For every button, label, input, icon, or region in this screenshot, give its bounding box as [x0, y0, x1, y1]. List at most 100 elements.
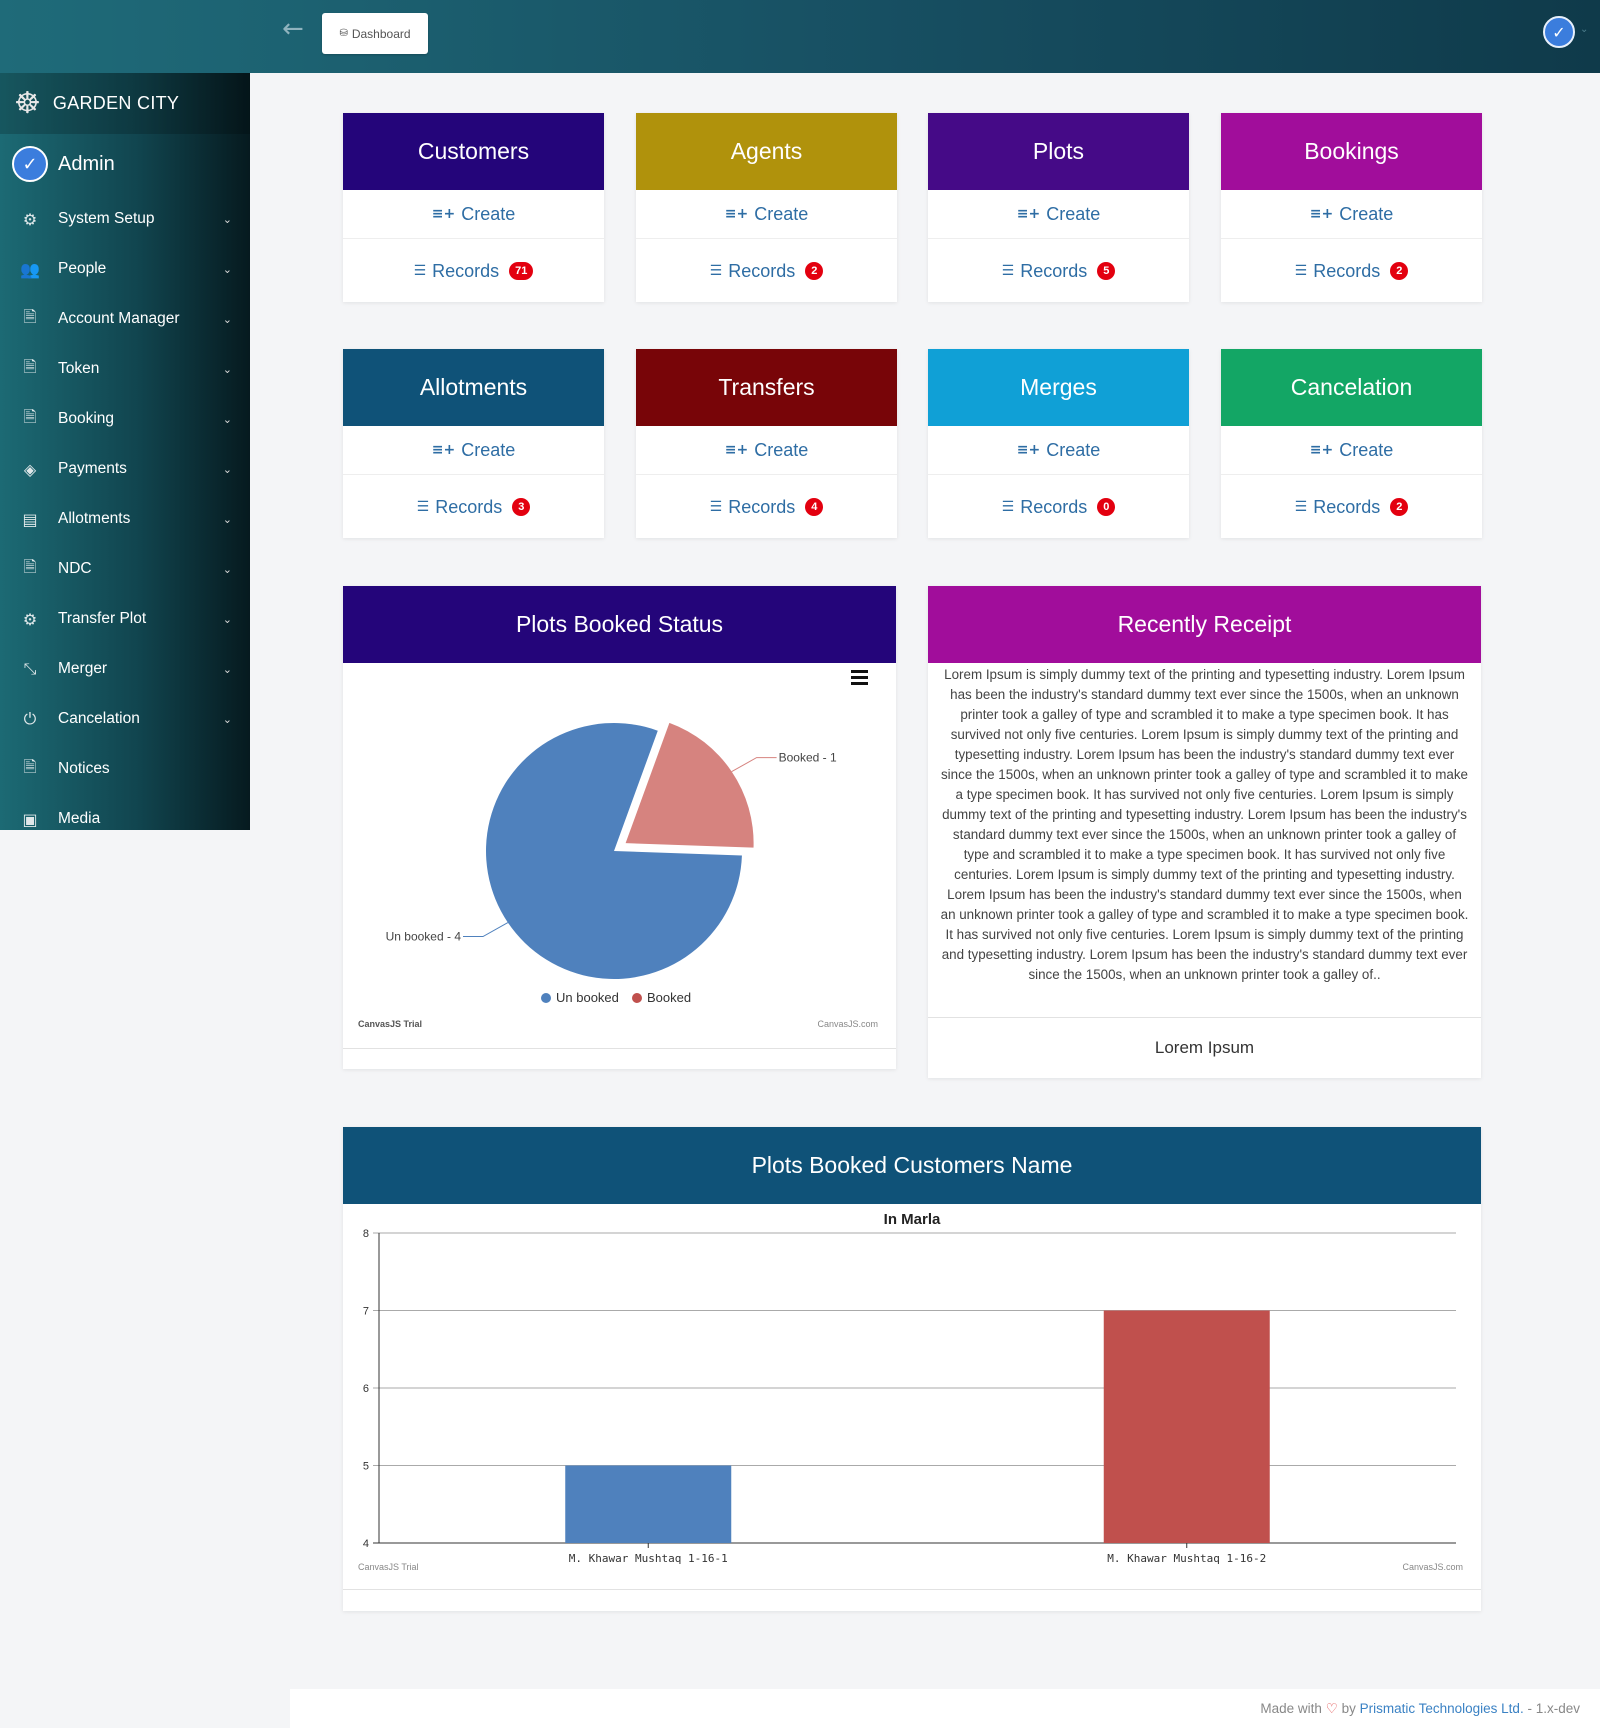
list-icon: ☰ — [709, 263, 723, 279]
create-link[interactable]: ≡+ Create — [343, 190, 604, 239]
plots-booked-status-panel: Plots Booked Status Booked - 1 Un booked … — [343, 586, 896, 1069]
sidebar-item-label: Payments — [58, 460, 127, 477]
sidebar-item-booking[interactable]: 🗎 Booking ⌄ — [0, 394, 250, 444]
legend-marker — [632, 993, 642, 1003]
sidebar-item-ndc[interactable]: 🗎 NDC ⌄ — [0, 544, 250, 594]
y-tick-label: 8 — [363, 1228, 369, 1240]
chart-bars — [565, 1310, 1270, 1544]
receipt-body: Lorem Ipsum is simply dummy text of the … — [940, 667, 1469, 982]
stat-card-plots: Plots ≡+ Create ☰ Records 5 — [928, 113, 1189, 302]
records-link[interactable]: ☰ Records 2 — [1221, 475, 1482, 539]
pie-slice-booked[interactable] — [625, 722, 754, 848]
stat-card-agents: Agents ≡+ Create ☰ Records 2 — [636, 113, 897, 302]
top-navbar: ← ⛁ Dashboard ✓ ⌄ — [0, 0, 1600, 73]
list-plus-icon: ≡+ — [1016, 206, 1041, 222]
create-link[interactable]: ≡+ Create — [1221, 426, 1482, 475]
ship-wheel-icon: ☸ — [14, 85, 41, 121]
sidebar-brand[interactable]: ☸ GARDEN CITY — [0, 73, 250, 134]
sidebar-item-token[interactable]: 🗎 Token ⌄ — [0, 344, 250, 394]
document-icon: 🗎 — [23, 756, 37, 776]
panel-header: Plots Booked Customers Name — [343, 1127, 1481, 1204]
stat-card-cancelation: Cancelation ≡+ Create ☰ Records 2 — [1221, 349, 1482, 538]
watermark-right[interactable]: CanvasJS.com — [1402, 1562, 1463, 1572]
records-link[interactable]: ☰ Records 2 — [636, 239, 897, 303]
records-link[interactable]: ☰ Records 0 — [928, 475, 1189, 539]
company-link[interactable]: Prismatic Technologies Ltd. — [1359, 1701, 1524, 1716]
y-tick-label: 7 — [363, 1306, 369, 1318]
chevron-down-icon: ⌄ — [222, 362, 232, 376]
records-label: Records — [435, 496, 503, 517]
caret-down-icon[interactable]: ⌄ — [1580, 24, 1589, 35]
sidebar-item-label: Media — [58, 810, 101, 827]
sidebar-item-people[interactable]: 👥 People ⌄ — [0, 244, 250, 294]
arrow-left-icon[interactable]: ← — [282, 14, 304, 44]
sidebar-user[interactable]: ✓ Admin — [0, 134, 250, 194]
legend-item[interactable]: Booked — [647, 990, 691, 1005]
records-link[interactable]: ☰ Records 3 — [343, 475, 604, 539]
sidebar-item-account-manager[interactable]: 🗎 Account Manager ⌄ — [0, 294, 250, 344]
sidebar-item-system-setup[interactable]: ⚙ System Setup ⌄ — [0, 194, 250, 244]
records-count-badge: 2 — [1390, 498, 1409, 516]
stat-card-customers: Customers ≡+ Create ☰ Records 71 — [343, 113, 604, 302]
watermark-right[interactable]: CanvasJS.com — [817, 1019, 878, 1029]
create-label: Create — [461, 439, 516, 460]
sidebar-item-notices[interactable]: 🗎 Notices — [0, 744, 250, 794]
records-label: Records — [1020, 496, 1088, 517]
list-plus-icon: ≡+ — [724, 206, 749, 222]
dashboard-icon: ⛁ — [339, 28, 348, 39]
chart-axes: 4 5 6 7 8 M. Khawar Mushtaq 1-16-1 M. Khawar M… — [363, 1228, 1266, 1565]
records-label: Records — [1020, 260, 1088, 281]
records-link[interactable]: ☰ Records 2 — [1221, 239, 1482, 303]
panel-footer-divider — [343, 1589, 1481, 1590]
panel-header: Recently Receipt — [928, 586, 1481, 663]
records-count-badge: 71 — [509, 262, 534, 280]
sidebar-item-merger[interactable]: ⤡ Merger ⌄ — [0, 644, 250, 694]
stat-card-merges: Merges ≡+ Create ☰ Records 0 — [928, 349, 1189, 538]
create-link[interactable]: ≡+ Create — [343, 426, 604, 475]
document-icon: 🗎 — [23, 406, 37, 426]
bar-1[interactable] — [565, 1465, 732, 1544]
sidebar-item-label: NDC — [58, 560, 92, 577]
sidebar-item-media[interactable]: ▣ Media — [0, 794, 250, 844]
create-link[interactable]: ≡+ Create — [1221, 190, 1482, 239]
footer-prefix: Made with — [1260, 1701, 1322, 1716]
sidebar-item-allotments[interactable]: ▤ Allotments ⌄ — [0, 494, 250, 544]
legend-item[interactable]: Un booked — [556, 990, 619, 1005]
hamburger-icon[interactable] — [851, 670, 868, 685]
list-plus-icon: ≡+ — [724, 442, 749, 458]
sidebar-item-label: People — [58, 260, 107, 277]
pie-slice-un-booked[interactable] — [486, 723, 742, 979]
legend-marker — [541, 993, 551, 1003]
footer-version: - 1.x-dev — [1527, 1701, 1580, 1716]
create-link[interactable]: ≡+ Create — [636, 190, 897, 239]
list-icon: ☰ — [1294, 499, 1308, 515]
list-plus-icon: ≡+ — [431, 442, 456, 458]
breadcrumb-dashboard-button[interactable]: ⛁ Dashboard — [322, 13, 428, 54]
create-link[interactable]: ≡+ Create — [636, 426, 897, 475]
sidebar-item-transfer-plot[interactable]: ⚙ Transfer Plot ⌄ — [0, 594, 250, 644]
records-link[interactable]: ☰ Records 4 — [636, 475, 897, 539]
stat-card-allotments: Allotments ≡+ Create ☰ Records 3 — [343, 349, 604, 538]
create-label: Create — [1339, 203, 1394, 224]
sidebar-item-cancelation[interactable]: ⏻ Cancelation ⌄ — [0, 694, 250, 744]
list-plus-icon: ≡+ — [1016, 442, 1041, 458]
list-icon: ☰ — [1001, 499, 1015, 515]
records-count-badge: 2 — [1390, 262, 1409, 280]
sidebar-item-label: Token — [58, 360, 100, 377]
list-plus-icon: ≡+ — [1309, 442, 1334, 458]
chart-gridlines — [373, 1232, 1456, 1544]
check-circle-icon[interactable]: ✓ — [1543, 16, 1575, 48]
card-title: Cancelation — [1221, 349, 1482, 426]
records-link[interactable]: ☰ Records 71 — [343, 239, 604, 303]
bar-2[interactable] — [1103, 1310, 1270, 1544]
create-link[interactable]: ≡+ Create — [928, 426, 1189, 475]
chevron-down-icon: ⌄ — [222, 712, 232, 726]
sidebar: ☸ GARDEN CITY ✓ Admin ⚙ System Setup ⌄ 👥 Pe… — [0, 73, 250, 830]
records-count-badge: 5 — [1097, 262, 1116, 280]
sidebar-item-payments[interactable]: ◈ Payments ⌄ — [0, 444, 250, 494]
create-link[interactable]: ≡+ Create — [928, 190, 1189, 239]
records-link[interactable]: ☰ Records 5 — [928, 239, 1189, 303]
receipt-footer: Lorem Ipsum — [928, 1017, 1481, 1078]
heart-icon: ♡ — [1325, 1701, 1338, 1717]
chevron-down-icon: ⌄ — [222, 312, 232, 326]
